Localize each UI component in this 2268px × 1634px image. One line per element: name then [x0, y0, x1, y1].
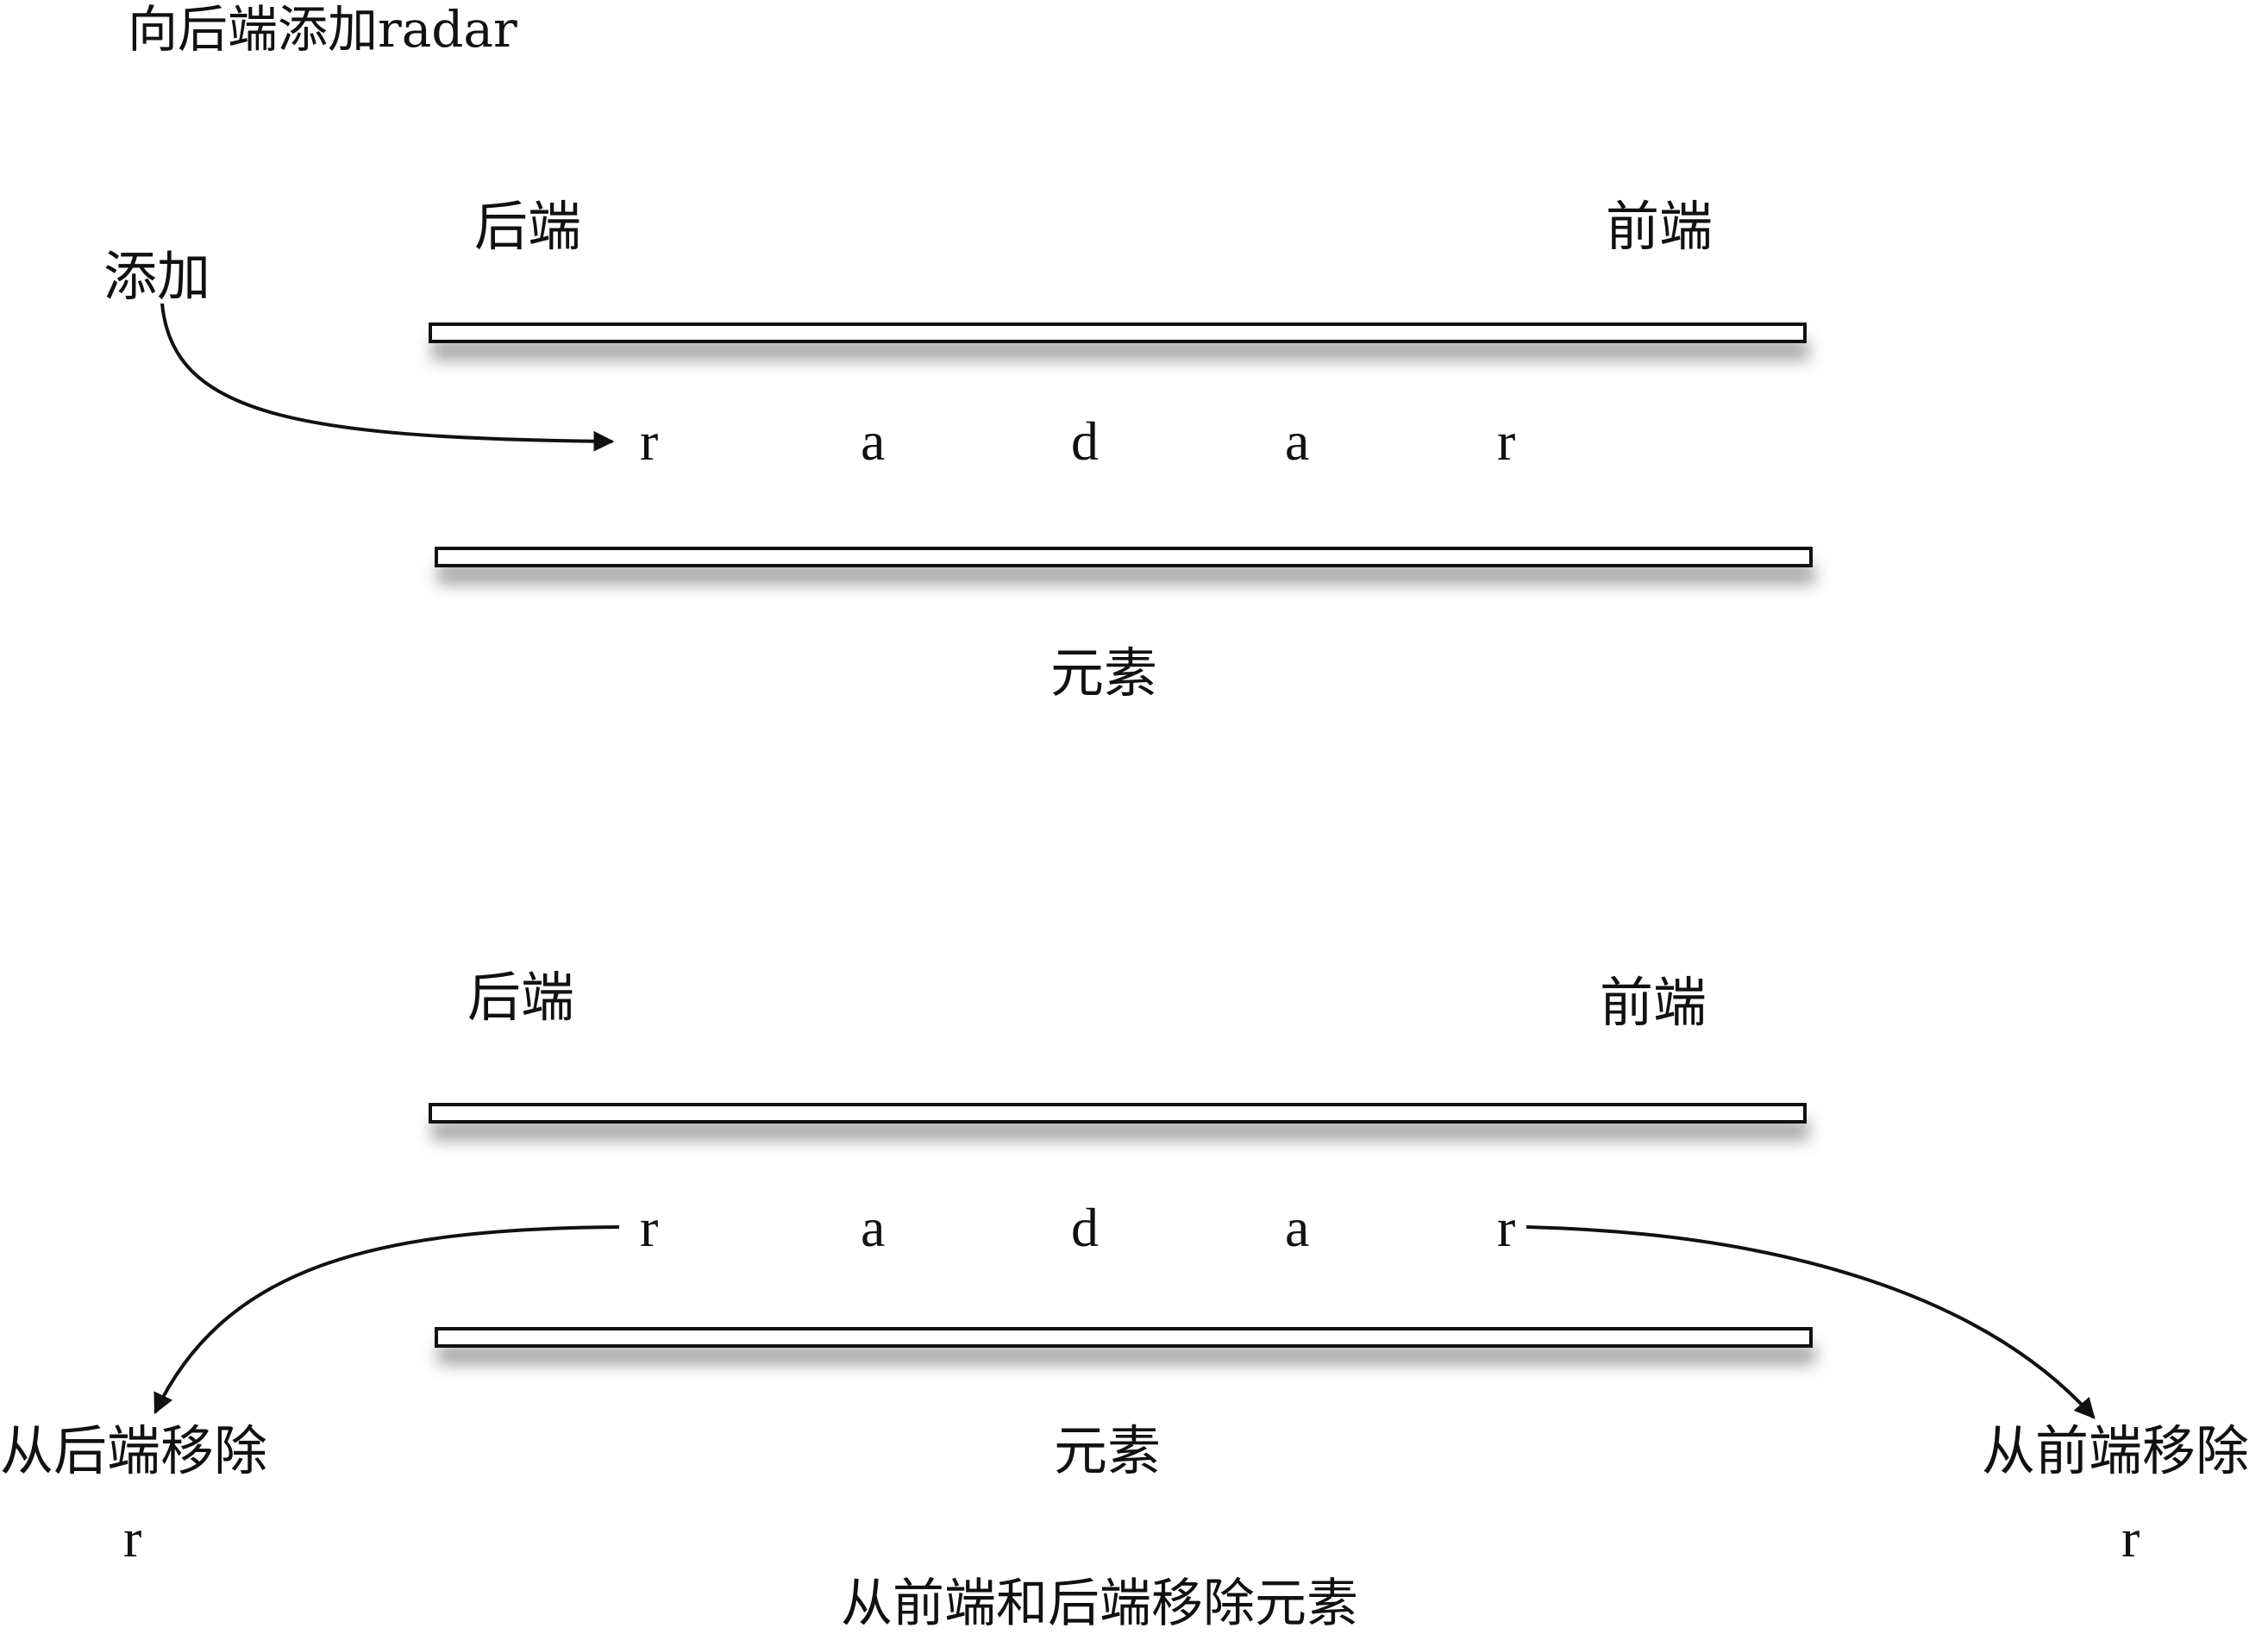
- remove-front-label: 从前端移除: [1982, 1419, 2250, 1482]
- bottom-letter-5: r: [1497, 1197, 1516, 1258]
- top-letter-5: r: [1497, 410, 1516, 472]
- bottom-caption: 从前端和后端移除元素: [841, 1574, 1358, 1634]
- top-front-label: 前端: [1606, 195, 1714, 258]
- top-heading: 向后端添加radar: [128, 0, 517, 59]
- top-letter-2: a: [861, 410, 886, 472]
- bottom-front-label: 前端: [1600, 971, 1707, 1034]
- bottom-letter-2: a: [861, 1197, 886, 1258]
- top-letter-1: r: [640, 410, 659, 472]
- bottom-letter-1: r: [640, 1197, 659, 1258]
- remove-rear-item: r: [123, 1507, 142, 1568]
- bottom-letter-3: d: [1071, 1197, 1099, 1258]
- remove-front-item: r: [2121, 1507, 2140, 1568]
- remove-rear-label: 从后端移除: [0, 1419, 268, 1482]
- top-lower-tube: [435, 547, 1813, 567]
- top-letter-4: a: [1285, 410, 1310, 472]
- remove-rear-arrow: [153, 1225, 620, 1415]
- top-rear-label: 后端: [474, 195, 582, 258]
- remove-front-arrow: [1526, 1225, 2096, 1419]
- bottom-upper-tube: [429, 1103, 1807, 1124]
- add-label: 添加: [103, 245, 211, 308]
- top-letter-3: d: [1071, 410, 1099, 472]
- bottom-rear-label: 后端: [467, 966, 575, 1029]
- bottom-letter-4: a: [1285, 1197, 1310, 1258]
- bottom-lower-tube: [435, 1327, 1813, 1348]
- top-elements-label: 元素: [1050, 642, 1158, 704]
- add-arrow: [160, 303, 615, 452]
- top-upper-tube: [429, 322, 1807, 343]
- bottom-elements-label: 元素: [1054, 1419, 1162, 1482]
